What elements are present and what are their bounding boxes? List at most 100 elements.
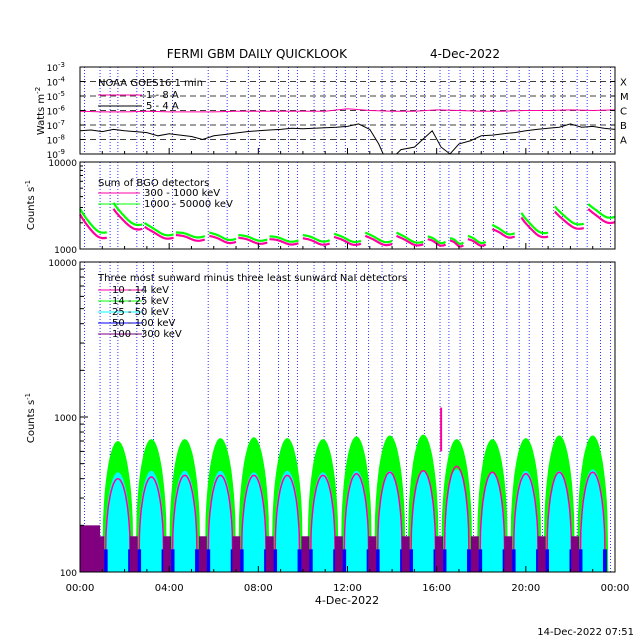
bgo-series-low <box>467 238 487 247</box>
nai-series-25-50 <box>443 469 470 572</box>
bgo-series-high <box>553 205 585 226</box>
bgo-legend-low: 300 - 1000 keV <box>144 188 220 199</box>
nai-series-10-14 <box>274 474 301 573</box>
nai-series-25-50 <box>138 470 165 572</box>
goes-ytick-label: 10-3 <box>47 61 65 74</box>
nai-ylabel-sup: -1 <box>24 393 32 400</box>
nai-series-100-300 <box>265 536 274 572</box>
nai-series-50-100 <box>206 549 211 572</box>
nai-series-10-14 <box>138 476 165 573</box>
goes-ytick-base: 10 <box>47 93 59 103</box>
nai-series-100-300 <box>198 536 207 572</box>
goes-class-label: M <box>620 92 629 103</box>
nai-series-10-14 <box>512 473 540 573</box>
nai-series-50-100 <box>273 549 278 572</box>
goes-ytick-exp: -8 <box>58 134 65 142</box>
nai-series-50-100 <box>511 549 516 572</box>
figure-date: 4-Dec-2022 <box>430 47 500 61</box>
bgo-series-low <box>238 236 268 245</box>
nai-ytick-label: 10000 <box>48 259 77 269</box>
nai-series-10-14 <box>207 474 234 573</box>
x-tick-label: 16:00 <box>422 583 451 594</box>
nai-series-25-50 <box>479 472 506 572</box>
nai-series-100-300 <box>80 525 101 572</box>
bgo-series-high <box>427 235 446 245</box>
goes-ylabel-sup: -2 <box>34 87 42 94</box>
nai-series-10-14 <box>104 477 132 573</box>
goes-ytick-label: 10-5 <box>47 90 65 103</box>
goes-y-axis: 10-910-810-710-610-510-410-3 <box>47 61 615 161</box>
goes-ytick-exp: -4 <box>58 76 66 84</box>
nai-series-50-100 <box>578 549 583 572</box>
bgo-series-high <box>587 203 616 219</box>
goes-series-short <box>79 123 616 155</box>
nai-series-50-100 <box>466 549 471 572</box>
nai-series-10-14 <box>309 474 337 573</box>
bgo-series-low <box>175 233 206 242</box>
bgo-series-low <box>209 234 237 245</box>
goes-ylabel-text: Watts m <box>36 94 47 135</box>
nai-series-50-100 <box>137 549 142 572</box>
nai-y-axis: 100 1000 10000 <box>48 259 88 579</box>
nai-series-10-14 <box>479 471 506 573</box>
bgo-y-axis: 1000 10000 <box>48 159 86 256</box>
bgo-series-low <box>143 225 174 240</box>
goes-legend-long: 1 - 8 A <box>146 90 179 101</box>
bgo-series-low <box>520 216 549 239</box>
nai-series-100-300 <box>163 536 172 572</box>
bgo-legend-title: Sum of BGO detectors <box>98 178 209 189</box>
nai-series-100-300 <box>401 536 410 572</box>
figure-title: FERMI GBM DAILY QUICKLOOK <box>167 47 348 61</box>
goes-ytick-exp: -6 <box>58 105 66 113</box>
nai-series-50-100 <box>103 549 108 572</box>
nai-series-10-14 <box>376 471 404 573</box>
generated-timestamp: 14-Dec-2022 07:51 <box>537 627 634 638</box>
goes-class-label: C <box>620 107 627 118</box>
nai-series-10-14 <box>546 471 573 573</box>
bgo-series-high <box>364 231 393 244</box>
nai-series-100-300 <box>504 536 513 572</box>
bgo-series-high <box>302 233 331 243</box>
x-axis-label: 4-Dec-2022 <box>315 594 379 607</box>
bgo-series-high <box>395 231 424 244</box>
nai-series-50-100 <box>409 549 414 572</box>
nai-series-50-100 <box>602 549 607 572</box>
bgo-series-low <box>79 213 108 240</box>
bgo-series-high <box>175 231 206 239</box>
nai-series-10-14 <box>443 465 470 573</box>
nai-legend-3: 25 - 50 keV <box>112 307 169 318</box>
nai-series-100-300 <box>571 536 580 572</box>
bgo-legend-high: 1000 - 50000 keV <box>144 199 233 210</box>
nai-series-25-50 <box>274 470 301 572</box>
goes-ytick-base: 10 <box>47 64 59 74</box>
nai-legend-5: 100 - 300 keV <box>112 329 182 340</box>
goes-ytick-exp: -3 <box>58 61 65 69</box>
bgo-ylabel-text: Counts s <box>26 187 37 230</box>
nai-legend: Three most sunward minus three least sun… <box>97 273 407 340</box>
bgo-series-low <box>395 234 424 247</box>
bgo-series-high <box>79 208 107 234</box>
nai-series-25-50 <box>546 470 573 572</box>
x-tick-label: 08:00 <box>244 583 273 594</box>
bgo-series-high <box>467 234 487 245</box>
bgo-series-high <box>238 233 268 242</box>
goes-ytick-label: 10-9 <box>47 148 65 161</box>
goes-ytick-base: 10 <box>47 151 59 161</box>
bgo-series-high <box>208 231 237 242</box>
nai-series-50-100 <box>342 549 347 572</box>
nai-series-100-300 <box>537 536 546 572</box>
nai-series-100-300 <box>334 536 343 572</box>
bgo-series-low <box>333 235 362 246</box>
nai-series-25-50 <box>104 472 132 572</box>
nai-panel: 100 1000 10000 Counts s-1 Three most sunwa… <box>24 259 616 579</box>
bgo-series-high <box>269 235 299 243</box>
bgo-series-low <box>112 208 143 231</box>
nai-series-50-100 <box>170 549 175 572</box>
nai-series-25-50 <box>309 472 337 572</box>
nai-series-50-100 <box>478 549 483 572</box>
goes-class-label: B <box>620 121 627 132</box>
nai-plot-area <box>80 262 611 573</box>
nai-series-50-100 <box>308 549 313 572</box>
